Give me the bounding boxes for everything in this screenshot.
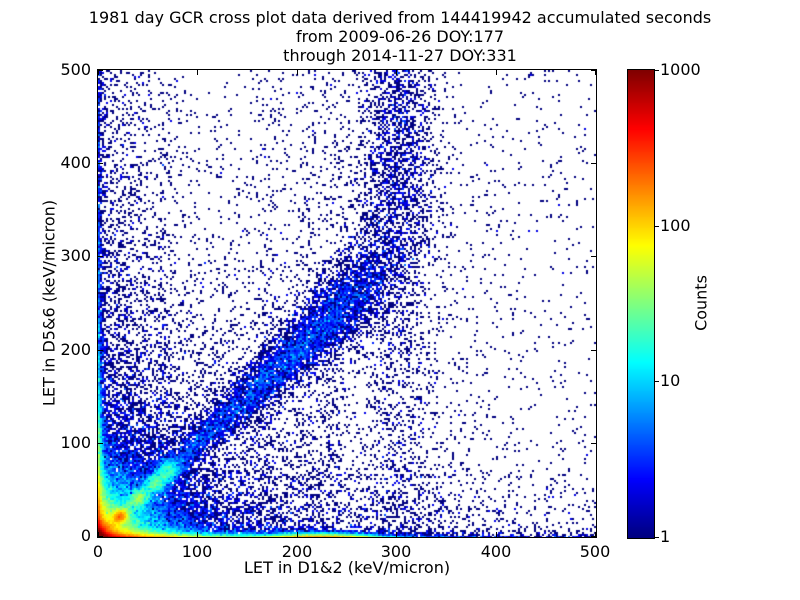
x-tick-label: 200: [281, 542, 313, 561]
y-tick-mark: [591, 70, 596, 71]
plot-frame: [97, 69, 597, 538]
x-tick-mark: [496, 70, 497, 75]
x-axis-label: LET in D1&2 (keV/micron): [243, 558, 451, 577]
x-tick-mark: [396, 70, 397, 75]
colorbar-tick-label: 1: [660, 527, 671, 546]
x-tick-mark: [396, 532, 397, 537]
x-tick-label: 300: [380, 542, 412, 561]
colorbar-tick-mark: [655, 537, 659, 538]
y-tick-mark: [591, 163, 596, 164]
y-tick-mark: [98, 256, 103, 257]
figure-title-line2: from 2009-06-26 DOY:177: [295, 27, 504, 46]
y-tick-mark: [98, 536, 103, 537]
scatter-canvas: [98, 70, 596, 537]
y-tick-mark: [591, 536, 596, 537]
colorbar-tick-mark: [655, 70, 659, 71]
x-tick-mark: [98, 70, 99, 75]
colorbar-tick-mark: [655, 226, 659, 227]
colorbar-label: Counts: [691, 275, 711, 331]
x-tick-mark: [595, 532, 596, 537]
y-tick-mark: [98, 350, 103, 351]
x-tick-mark: [197, 532, 198, 537]
x-tick-mark: [98, 532, 99, 537]
y-tick-label: 0: [80, 526, 91, 545]
y-tick-mark: [591, 256, 596, 257]
colorbar: [627, 69, 655, 539]
y-axis-label: LET in D5&6 (keV/micron): [39, 199, 59, 407]
colorbar-tick-mark: [655, 381, 659, 382]
y-tick-mark: [98, 163, 103, 164]
colorbar-tick-label: 100: [660, 216, 691, 235]
colorbar-tick-label: 10: [660, 371, 681, 390]
figure-title-line3: through 2014-11-27 DOY:331: [283, 46, 517, 65]
x-tick-mark: [197, 70, 198, 75]
y-tick-mark: [98, 443, 103, 444]
colorbar-gradient: [628, 70, 654, 538]
x-tick-label: 0: [92, 542, 104, 561]
y-tick-label: 500: [60, 60, 91, 79]
x-tick-mark: [297, 532, 298, 537]
y-tick-mark: [591, 443, 596, 444]
x-tick-label: 400: [480, 542, 512, 561]
y-tick-mark: [591, 350, 596, 351]
y-tick-label: 300: [60, 246, 91, 265]
y-tick-mark: [98, 70, 103, 71]
y-tick-label: 100: [60, 433, 91, 452]
x-tick-mark: [496, 532, 497, 537]
figure-title: 1981 day GCR cross plot data derived fro…: [0, 8, 800, 65]
y-tick-label: 200: [60, 340, 91, 359]
figure-title-line1: 1981 day GCR cross plot data derived fro…: [88, 8, 712, 27]
x-tick-mark: [595, 70, 596, 75]
x-tick-label: 500: [579, 542, 611, 561]
y-tick-label: 400: [60, 153, 91, 172]
colorbar-tick-label: 1000: [660, 60, 701, 79]
x-tick-mark: [297, 70, 298, 75]
x-tick-label: 100: [181, 542, 213, 561]
